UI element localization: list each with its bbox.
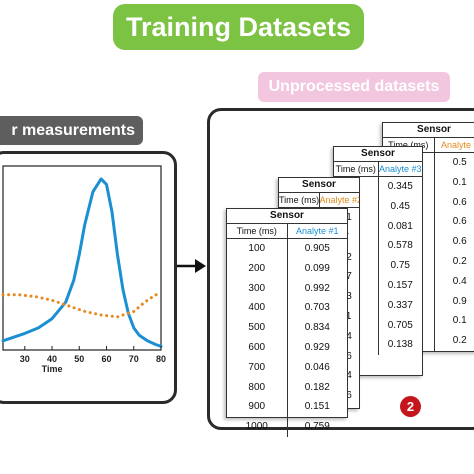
title-banner: Training Datasets — [113, 4, 364, 50]
value-cell: 0.1 — [452, 315, 467, 327]
analyte-column-header: Analyte #2 — [319, 195, 360, 205]
arrow-icon — [177, 257, 207, 280]
value-cell: 0.099 — [304, 262, 330, 274]
plot-frame — [2, 165, 162, 351]
time-cell: 600 — [248, 341, 266, 353]
time-column-header: Time (ms) — [279, 193, 320, 207]
time-cell: 700 — [248, 361, 266, 373]
value-cell: 0.4 — [452, 275, 467, 287]
x-tick-label: 40 — [47, 354, 57, 364]
value-cell: 0.905 — [304, 243, 330, 254]
time-cell: 200 — [248, 262, 266, 274]
value-cell: 0.2 — [452, 255, 467, 267]
analyte-column-header: Analyte #3 — [378, 164, 422, 174]
value-cell: 0.337 — [387, 299, 413, 311]
time-cell: 1000 — [245, 421, 268, 433]
time-cell: 300 — [248, 282, 266, 294]
x-tick-label: 60 — [102, 354, 112, 364]
value-cell: 0.345 — [387, 181, 413, 192]
value-cell: 0.157 — [387, 279, 413, 291]
time-column-header: Time (ms) — [383, 138, 435, 152]
value-cell: 0.6 — [452, 216, 467, 228]
measurement-plot-panel: 30 40 50 60 70 80 Time — [0, 151, 177, 404]
value-cell: 0.45 — [390, 200, 410, 212]
value-cell: 0.9 — [452, 295, 467, 307]
sheet-header: Sensor — [227, 209, 347, 224]
value-cell: 0.182 — [304, 381, 330, 393]
x-tick-label: 70 — [129, 354, 139, 364]
sensor-sheet: Sensor Time (ms) Analyte #1 100 200 300 400 500… — [226, 208, 348, 437]
value-cell: 0.75 — [390, 260, 410, 272]
measurements-label: r measurements — [0, 116, 143, 145]
value-cell: 0.992 — [304, 282, 330, 294]
time-column-header: Time (ms) — [227, 224, 288, 238]
time-cell: 800 — [248, 381, 266, 393]
x-axis-label: Time — [42, 364, 63, 374]
time-cell: 100 — [248, 243, 266, 254]
value-cell: 0.2 — [452, 335, 467, 347]
x-tick-label: 30 — [20, 354, 30, 364]
value-cell: 0.046 — [304, 361, 330, 373]
step-badge: 2 — [400, 396, 421, 417]
value-cell: 0.1 — [452, 176, 467, 188]
sheet-header: Sensor — [279, 178, 359, 193]
analyte-column-header: Analyte #1 — [295, 226, 339, 236]
series-line-2 — [1, 293, 163, 319]
value-cell: 0.578 — [387, 240, 413, 252]
value-cell: 0.6 — [452, 236, 467, 248]
x-tick-label: 50 — [74, 354, 84, 364]
sheet-header: Sensor — [334, 147, 422, 162]
analyte-column-header: Analyte # — [440, 140, 474, 150]
value-cell: 0.703 — [304, 302, 330, 314]
x-tick-label: 80 — [156, 354, 166, 364]
unprocessed-datasets-label: Unprocessed datasets — [258, 72, 450, 102]
time-cell: 500 — [248, 322, 266, 334]
time-column-header: Time (ms) — [334, 162, 379, 176]
sheet-header: Sensor — [383, 123, 474, 138]
value-cell: 0.705 — [387, 319, 413, 331]
value-cell: 0.834 — [304, 322, 330, 334]
value-cell: 0.5 — [452, 157, 467, 168]
value-cell: 0.138 — [387, 339, 413, 351]
time-cell: 400 — [248, 302, 266, 314]
value-cell: 0.081 — [387, 220, 413, 232]
measurement-chart: 30 40 50 60 70 80 Time — [1, 165, 166, 374]
value-cell: 0.929 — [304, 341, 330, 353]
value-cell: 0.6 — [452, 196, 467, 208]
value-cell: 0.759 — [304, 421, 330, 433]
value-cell: 0.151 — [304, 401, 330, 413]
series-line-1 — [1, 177, 163, 348]
time-cell: 900 — [248, 401, 266, 413]
